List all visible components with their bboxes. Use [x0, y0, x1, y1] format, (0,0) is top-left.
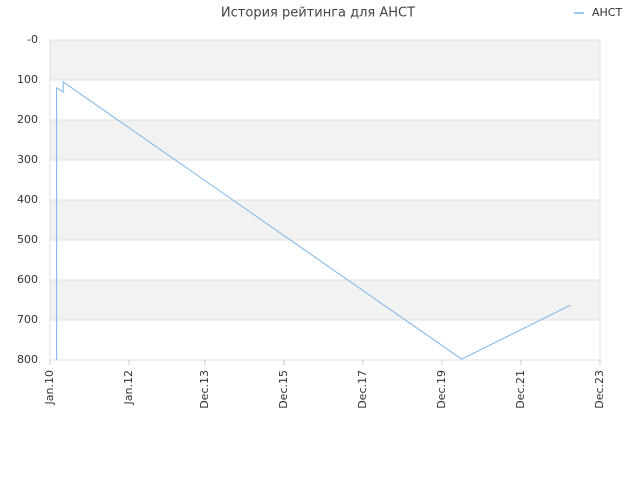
y-tick-label: -0: [27, 33, 38, 46]
plot-band: [50, 280, 600, 320]
y-tick-label: 800: [17, 353, 38, 366]
y-tick-label: 500: [17, 233, 38, 246]
x-tick-label: Jan.10: [43, 370, 56, 405]
y-tick-label: 700: [17, 313, 38, 326]
plot-band: [50, 200, 600, 240]
y-tick-label: 100: [17, 73, 38, 86]
x-tick-label: Jan.12: [122, 370, 135, 405]
x-tick-label: Dec.13: [198, 370, 211, 409]
y-tick-label: 300: [17, 153, 38, 166]
legend-label: АНСТ: [592, 6, 622, 19]
line: [56, 81, 571, 360]
x-tick-label: Dec.17: [356, 370, 369, 409]
y-tick-label: 400: [17, 193, 38, 206]
x-tick-label: Dec.23: [593, 370, 606, 409]
y-tick-label: 200: [17, 113, 38, 126]
x-tick-label: Dec.21: [514, 370, 527, 409]
chart-title: История рейтинга для АНСТ: [221, 6, 415, 21]
y-tick-label: 600: [17, 273, 38, 286]
plot-band: [50, 40, 600, 80]
x-tick-label: Dec.15: [277, 370, 290, 409]
x-tick-label: Dec.19: [435, 370, 448, 409]
plot-band: [50, 120, 600, 160]
